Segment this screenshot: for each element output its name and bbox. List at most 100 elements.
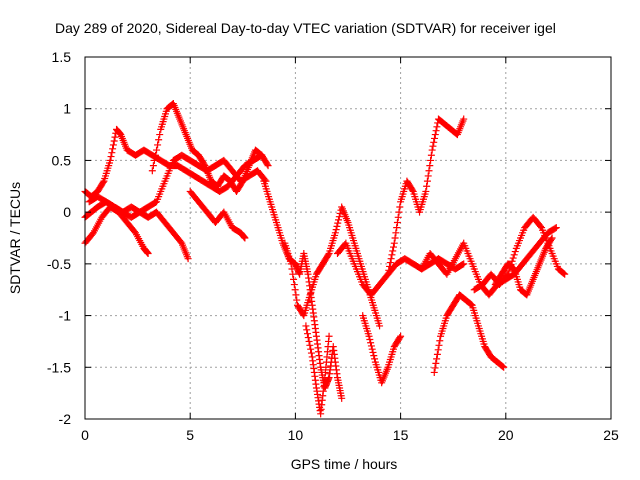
data-point-marker <box>390 239 398 247</box>
data-point-marker <box>434 346 442 354</box>
data-series <box>359 312 405 387</box>
x-tick-label: 15 <box>393 427 409 443</box>
data-point-marker <box>367 342 375 350</box>
y-tick-label: -2 <box>59 411 72 427</box>
plot-frame <box>84 56 612 420</box>
data-series <box>186 187 249 242</box>
data-point-marker <box>432 127 440 135</box>
data-point-marker <box>376 322 384 330</box>
data-point-marker <box>395 208 403 216</box>
data-point-marker <box>511 248 519 256</box>
data-point-marker <box>427 156 435 164</box>
data-point-marker <box>396 334 404 342</box>
data-point-marker <box>256 150 264 158</box>
data-series <box>491 234 556 299</box>
data-point-marker <box>302 322 310 330</box>
data-point-marker <box>388 251 396 259</box>
data-point-marker <box>200 160 208 168</box>
data-point-marker <box>288 265 296 273</box>
chart-title: Day 289 of 2020, Sidereal Day-to-day VTE… <box>55 20 556 36</box>
data-point-marker <box>263 160 271 168</box>
data-point-marker <box>386 262 394 270</box>
data-point-marker <box>241 234 249 242</box>
data-point-marker <box>335 216 343 224</box>
data-point-marker <box>148 167 156 175</box>
data-point-marker <box>394 213 402 221</box>
data-point-marker <box>154 141 162 149</box>
data-point-marker <box>369 348 377 356</box>
data-series <box>384 115 468 278</box>
data-point-marker <box>371 355 379 363</box>
data-point-marker <box>290 281 298 289</box>
data-point-marker <box>156 131 164 139</box>
data-series <box>430 291 508 376</box>
data-point-marker <box>151 151 159 159</box>
x-tick-label: 5 <box>186 427 194 443</box>
data-point-marker <box>291 286 299 294</box>
data-point-marker <box>537 222 545 230</box>
data-point-marker <box>561 270 569 278</box>
data-point-marker <box>467 300 475 308</box>
data-series <box>260 177 346 402</box>
data-point-marker <box>424 172 432 180</box>
data-point-marker <box>306 341 314 349</box>
data-point-marker <box>367 339 375 347</box>
data-point-marker <box>110 137 118 145</box>
data-point-marker <box>559 269 567 277</box>
data-point-marker <box>386 259 394 267</box>
data-point-marker <box>510 251 518 259</box>
data-point-marker <box>264 162 272 170</box>
x-tick-label: 25 <box>603 427 619 443</box>
data-point-marker <box>324 251 332 259</box>
data-point-marker <box>393 218 401 226</box>
data-point-marker <box>293 296 301 304</box>
data-point-marker <box>153 146 161 154</box>
data-point-marker <box>150 156 158 164</box>
data-series <box>302 322 333 418</box>
data-point-marker <box>307 345 315 353</box>
data-point-marker <box>106 156 114 164</box>
data-point-marker <box>433 123 441 131</box>
data-point-marker <box>426 162 434 170</box>
data-point-marker <box>107 153 115 161</box>
data-point-marker <box>547 235 555 243</box>
data-series <box>81 125 272 201</box>
data-point-marker <box>99 178 107 186</box>
data-series <box>81 203 152 258</box>
data-point-marker <box>305 337 313 345</box>
data-point-marker <box>467 301 475 309</box>
x-tick-label: 10 <box>288 427 304 443</box>
x-tick-label: 0 <box>81 427 89 443</box>
data-point-marker <box>184 255 192 263</box>
data-point-marker <box>460 115 468 123</box>
data-point-marker <box>498 362 506 370</box>
data-point-marker <box>384 270 392 278</box>
grid <box>85 57 611 419</box>
ticks: 0 5 10 15 20 25 1.5 1 0.5 0 -0.5 -1 -1.5 -2 <box>47 49 619 443</box>
data-point-marker <box>238 178 246 186</box>
data-point-marker <box>257 151 265 159</box>
data-point-marker <box>509 264 517 272</box>
data-point-marker <box>335 213 343 221</box>
y-tick-label: -1.5 <box>47 359 71 375</box>
data-point-marker <box>408 186 416 194</box>
data-point-marker <box>560 270 568 278</box>
data-point-marker <box>155 136 163 144</box>
data-point-marker <box>459 261 467 269</box>
data-point-marker <box>423 177 431 185</box>
data-point-marker <box>548 234 556 242</box>
data-point-marker <box>509 264 517 272</box>
data-point-marker <box>460 260 468 268</box>
data-point-marker <box>307 349 315 357</box>
data-point-marker <box>392 229 400 237</box>
data-point-marker <box>334 219 342 227</box>
data-point-marker <box>391 234 399 242</box>
data-point-marker <box>325 332 333 340</box>
data-point-marker <box>433 350 441 358</box>
data-point-marker <box>389 247 397 255</box>
data-point-marker <box>425 167 433 175</box>
data-point-marker <box>423 182 431 190</box>
data-point-marker <box>500 363 508 371</box>
data-point-marker <box>332 226 340 234</box>
data-point-marker <box>503 271 511 279</box>
